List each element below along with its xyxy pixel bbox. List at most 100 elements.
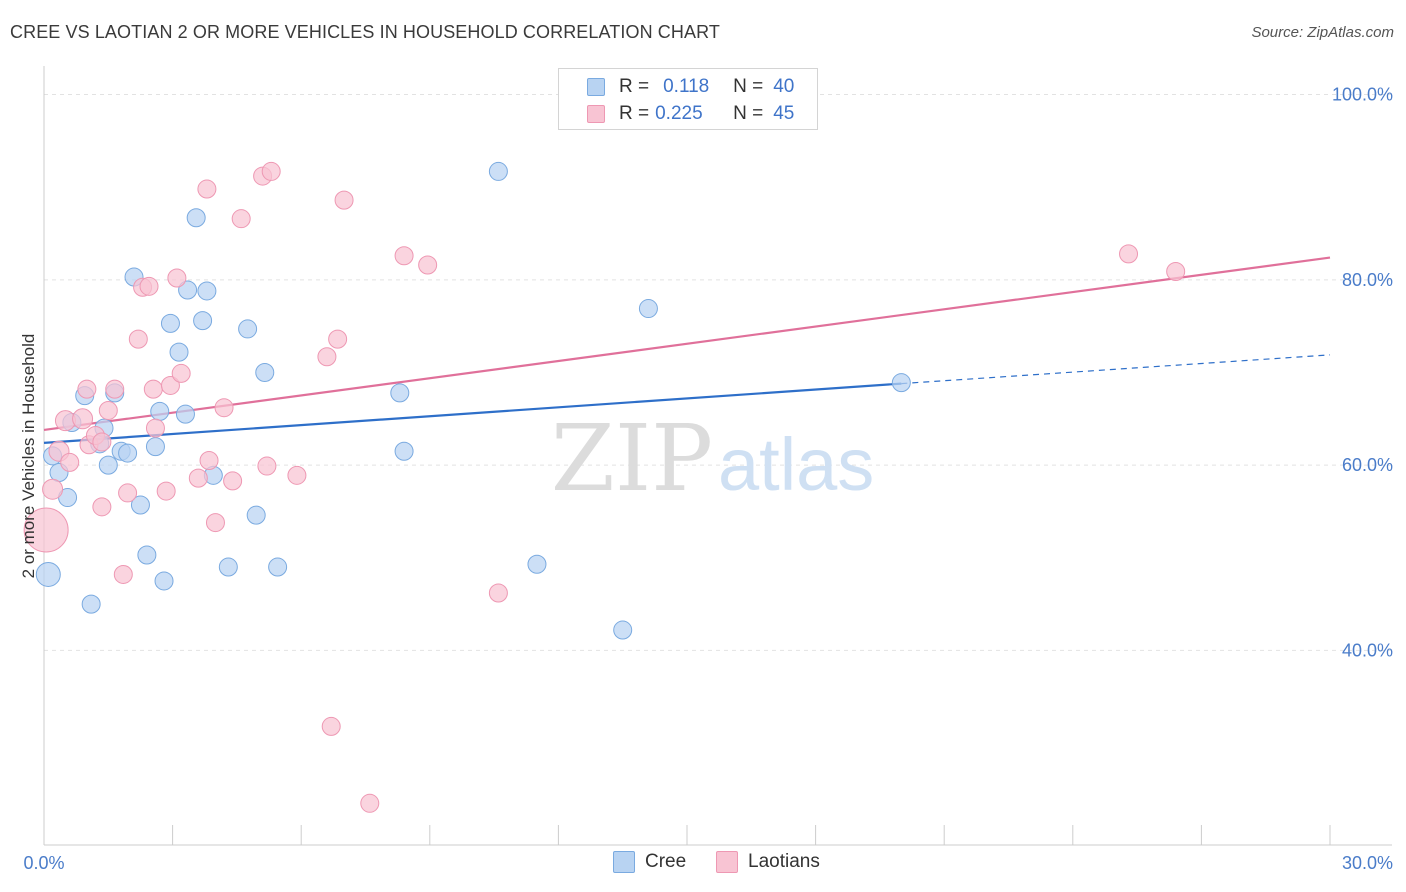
y-axis-label: 2 or more Vehicles in Household — [19, 334, 38, 579]
laotian-point — [418, 255, 438, 275]
laotian-point — [42, 478, 64, 500]
laotian-point — [72, 408, 94, 430]
cree-point — [238, 319, 258, 339]
x-tick-label: 0.0% — [23, 853, 64, 873]
laotian-point — [156, 481, 176, 501]
bottom-legend-label-laotians: Laotians — [748, 851, 820, 872]
y-tick-label: 40.0% — [1342, 640, 1393, 660]
x-tick-label: 30.0% — [1342, 853, 1393, 873]
laotian-point — [257, 456, 277, 476]
legend-row-cree: R = 0.118 N = 40 — [587, 75, 794, 99]
laotian-point — [1166, 261, 1186, 281]
legend-row-laotians: R = 0.225 N = 45 — [587, 102, 794, 126]
laotian-point — [160, 375, 180, 395]
laotian-point — [317, 347, 337, 367]
legend-n-value: 45 — [773, 103, 795, 124]
data-points — [23, 161, 1186, 813]
laotian-point — [214, 398, 234, 418]
laotian-point — [92, 432, 112, 452]
laotian-point — [188, 468, 208, 488]
laotian-point — [77, 379, 97, 399]
watermark-zip: ZIP — [551, 405, 713, 512]
cree-point — [145, 437, 165, 457]
laotian-point — [145, 418, 165, 438]
bottom-legend-label-cree: Cree — [645, 851, 687, 872]
laotian-point — [287, 465, 307, 485]
cree-point — [193, 311, 213, 331]
cree-point — [160, 313, 180, 333]
legend-r-value: 0.225 — [655, 103, 703, 124]
bottom-legend-laotians: Laotians — [716, 851, 820, 873]
laotian-point — [167, 268, 187, 288]
cree-point — [35, 561, 61, 587]
laotian-point — [139, 276, 159, 296]
legend-r-value: 0.118 — [663, 76, 710, 97]
legend-r-label: R = — [619, 103, 650, 124]
cree-point — [268, 557, 288, 577]
laotian-point — [23, 507, 69, 553]
bottom-legend-swatch-laotians — [716, 851, 738, 873]
cree-point — [137, 545, 157, 565]
laotian-point — [92, 497, 112, 517]
cree-point — [891, 373, 911, 393]
laotian-point — [328, 329, 348, 349]
laotian-point — [1119, 244, 1139, 264]
tick-labels: 100.0% 80.0% 60.0% 40.0% 0.0% 30.0% — [23, 85, 1393, 873]
cree-point — [488, 161, 508, 181]
cree-point — [186, 208, 206, 228]
laotian-point — [334, 190, 354, 210]
laotian-point — [128, 329, 148, 349]
cree-point — [169, 342, 189, 362]
chart-title: CREE VS LAOTIAN 2 OR MORE VEHICLES IN HO… — [10, 22, 720, 42]
laotian-point — [171, 363, 191, 383]
cree-point — [255, 362, 275, 382]
cree-point — [81, 594, 101, 614]
cree-point — [118, 443, 138, 463]
cree-trend-extension — [901, 354, 1331, 385]
trend-lines — [43, 256, 1331, 444]
cree-point — [218, 557, 238, 577]
cree-point — [638, 299, 658, 319]
laotian-point — [360, 793, 380, 813]
laotian-point — [321, 716, 341, 736]
cree-point — [178, 280, 198, 300]
cree-point — [390, 383, 410, 403]
laotian-point — [261, 161, 281, 181]
legend-n-value: 40 — [773, 76, 795, 97]
laotian-point — [488, 583, 508, 603]
y-tick-label: 80.0% — [1342, 270, 1393, 290]
laotian-point — [60, 452, 80, 472]
laotian-trend-line — [43, 256, 1331, 432]
cree-point — [527, 554, 547, 574]
laotian-point — [223, 471, 243, 491]
cree-point — [197, 281, 217, 301]
grid-lines — [44, 94, 1392, 651]
legend-swatch-laotians — [587, 105, 605, 123]
cree-point — [150, 401, 170, 421]
legend-r-label: R = — [619, 76, 650, 97]
laotian-point — [118, 483, 138, 503]
laotian-point — [105, 379, 125, 399]
correlation-legend: R = 0.118 N = 40 R = 0.225 N = 45 — [558, 68, 818, 130]
laotian-point — [199, 451, 219, 470]
laotian-point — [394, 246, 414, 266]
legend-n-label: N = — [733, 76, 764, 97]
cree-point — [154, 571, 174, 591]
laotian-point — [205, 513, 225, 533]
cree-point — [394, 441, 414, 461]
y-tick-label: 60.0% — [1342, 455, 1393, 475]
cree-point — [98, 455, 118, 475]
y-tick-label: 100.0% — [1332, 85, 1393, 105]
watermark: ZIP atlas — [551, 405, 874, 512]
cree-point — [130, 495, 150, 515]
bottom-legend-swatch-cree — [613, 851, 635, 873]
laotian-point — [143, 379, 163, 399]
laotian-point — [197, 179, 217, 199]
watermark-atlas: atlas — [718, 423, 874, 506]
legend-swatch-cree — [587, 78, 605, 96]
cree-point — [246, 505, 266, 525]
laotian-point — [113, 564, 133, 584]
laotian-point — [231, 209, 251, 229]
source-credit: Source: ZipAtlas.com — [1251, 24, 1394, 41]
